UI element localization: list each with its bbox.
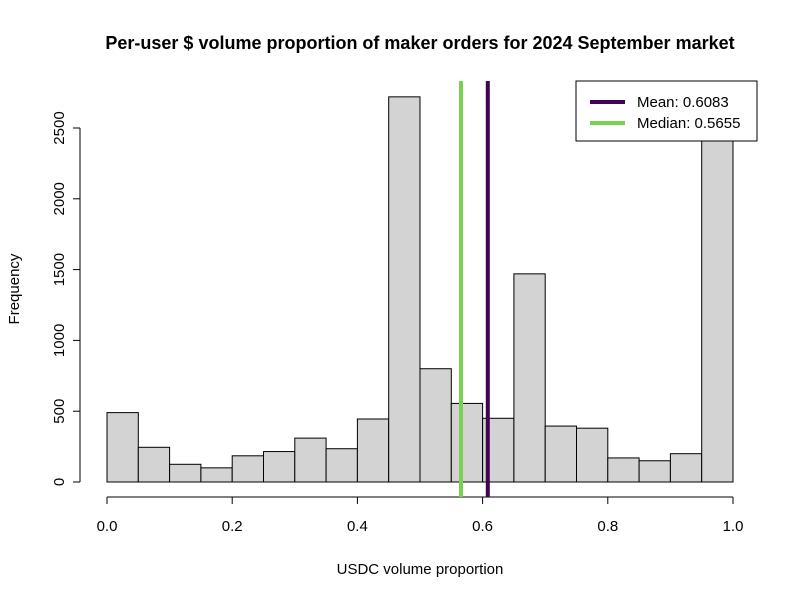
histogram-bar: [200, 467, 233, 483]
x-tick-label: 0.8: [597, 518, 618, 535]
y-axis-label: Frequency: [6, 253, 23, 324]
histogram-bar: [701, 134, 734, 483]
histogram-bar: [576, 427, 609, 483]
y-tick-label: 500: [51, 399, 68, 424]
x-tick-label: 0.0: [97, 518, 118, 535]
histogram-bar: [513, 273, 546, 483]
y-tick-label: 2000: [51, 182, 68, 215]
histogram-bar: [544, 425, 578, 483]
histogram-bar: [388, 96, 421, 483]
legend-item-mean: Mean: 0.6083: [637, 94, 729, 111]
x-tick-label: 1.0: [723, 518, 744, 535]
y-tick-label: 1000: [51, 324, 68, 357]
histogram-bar: [106, 412, 139, 483]
histogram-bar: [638, 460, 671, 483]
histogram-bars: [106, 96, 734, 483]
y-tick-label: 1500: [51, 253, 68, 286]
x-tick-label: 0.2: [222, 518, 243, 535]
histogram-bar: [294, 437, 327, 483]
histogram-bar: [669, 453, 703, 483]
legend: Mean: 0.6083 Median: 0.5655: [575, 80, 758, 142]
histogram-bar: [263, 451, 296, 483]
legend-box: [575, 80, 758, 142]
histogram-bar: [325, 448, 358, 483]
histogram-bar: [137, 446, 171, 483]
x-axis-label: USDC volume proportion: [337, 561, 504, 578]
chart-title: Per-user $ volume proportion of maker or…: [105, 33, 734, 53]
histogram-bar: [169, 463, 202, 483]
histogram-bar: [231, 455, 264, 483]
histogram-bar: [607, 457, 640, 483]
reference-lines: [459, 81, 490, 497]
y-tick-label: 2500: [51, 111, 68, 144]
x-tick-label: 0.4: [347, 518, 368, 535]
y-tick-label: 0: [51, 478, 68, 486]
x-tick-label: 0.6: [472, 518, 493, 535]
histogram-bar: [356, 418, 390, 483]
histogram-bar: [450, 402, 484, 483]
y-axis: 0 500 1000 1500 2000 2500: [51, 111, 81, 486]
x-axis: 0.0 0.2 0.4 0.6 0.8 1.0: [97, 496, 744, 535]
histogram-bar: [419, 368, 452, 483]
legend-item-median: Median: 0.5655: [637, 115, 740, 132]
